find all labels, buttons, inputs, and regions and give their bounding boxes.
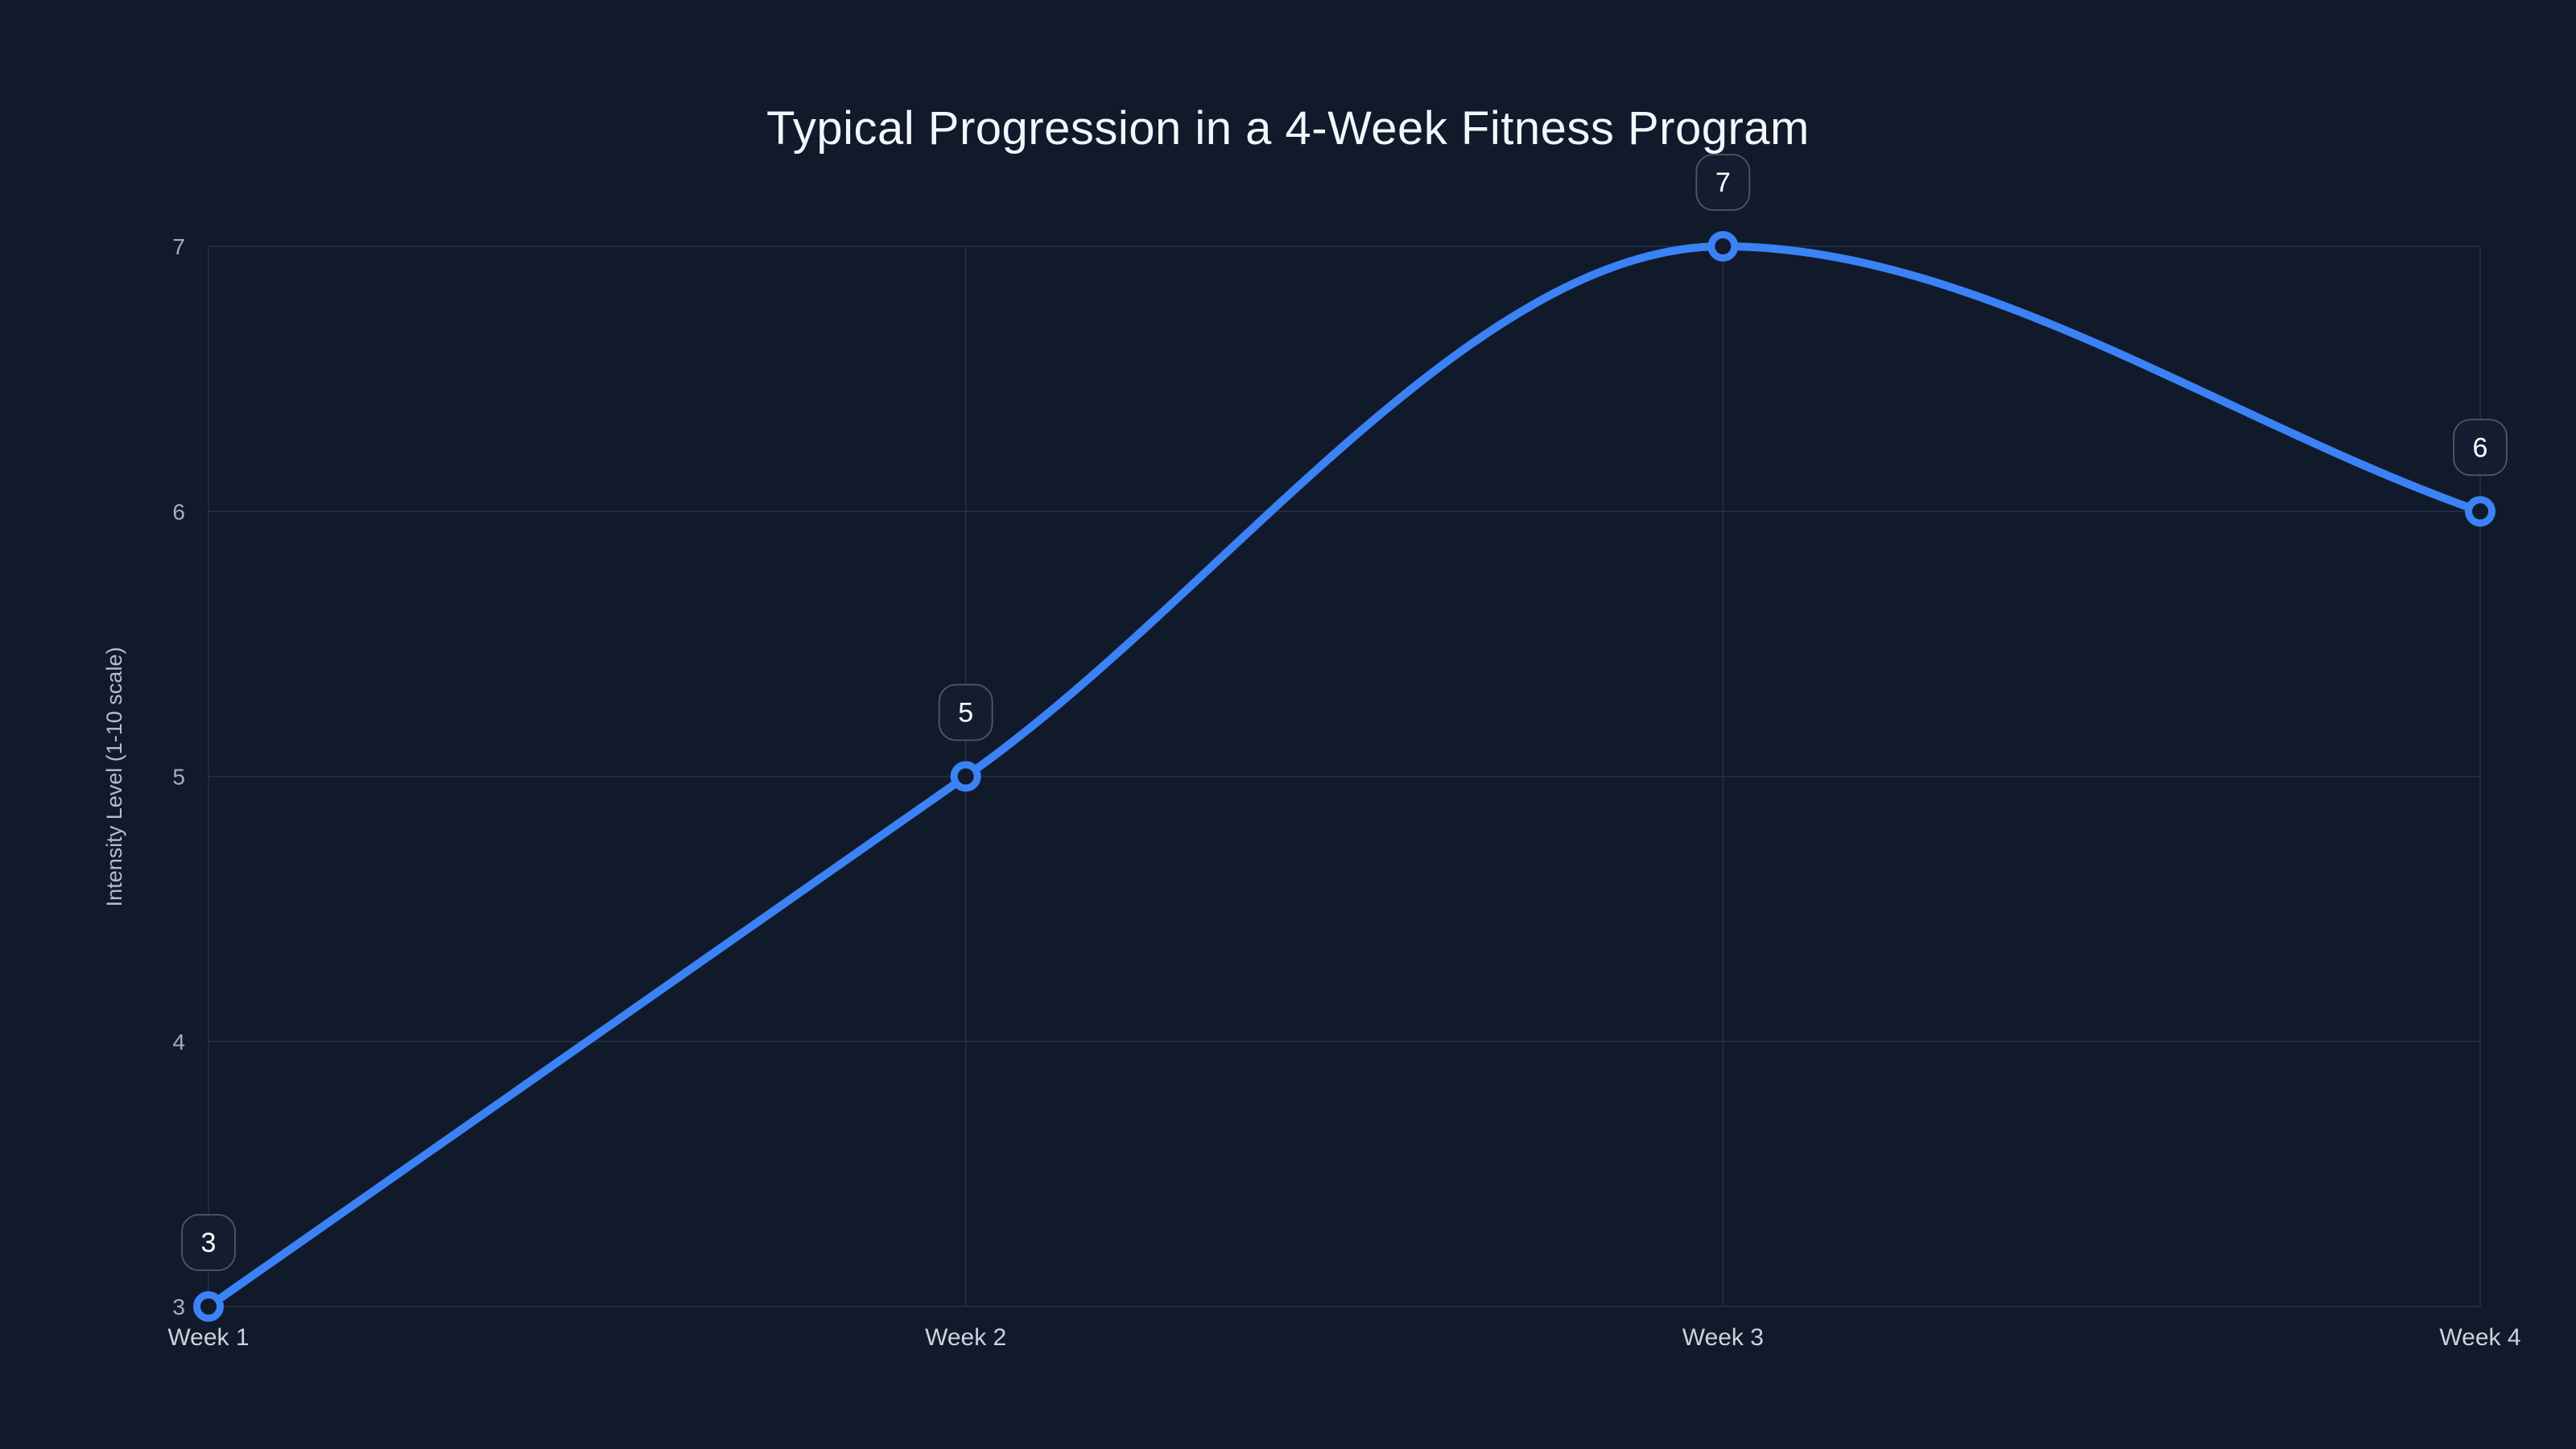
- x-tick-label: Week 1: [167, 1324, 249, 1351]
- y-tick-label: 4: [172, 1030, 185, 1055]
- y-tick-label: 3: [172, 1294, 185, 1319]
- y-tick-label: 7: [172, 234, 185, 259]
- y-tick-label: 5: [172, 765, 185, 790]
- point-label-text: 5: [958, 698, 973, 729]
- y-tick-label: 6: [172, 499, 185, 524]
- data-point-marker: [950, 761, 981, 792]
- series-line: [204, 242, 2484, 1311]
- chart-title: Typical Progression in a 4-Week Fitness …: [766, 102, 1810, 155]
- x-tick-label: Week 2: [925, 1324, 1006, 1351]
- point-label-badge: [938, 683, 993, 741]
- data-point-marker: [1707, 231, 1739, 262]
- point-label-text: 7: [1715, 167, 1731, 198]
- point-label-text: 6: [2473, 432, 2488, 463]
- point-label-badge: [1695, 154, 1751, 211]
- point-label-text: 3: [201, 1228, 217, 1258]
- x-tick-label: Week 4: [2439, 1324, 2520, 1351]
- data-point-marker: [193, 1291, 224, 1322]
- point-label-badge: [2453, 419, 2508, 477]
- y-axis-title: Intensity Level (1-10 scale): [102, 647, 126, 907]
- x-tick-label: Week 3: [1682, 1324, 1764, 1351]
- point-label-badge: [181, 1214, 236, 1271]
- data-point-marker: [2465, 496, 2496, 527]
